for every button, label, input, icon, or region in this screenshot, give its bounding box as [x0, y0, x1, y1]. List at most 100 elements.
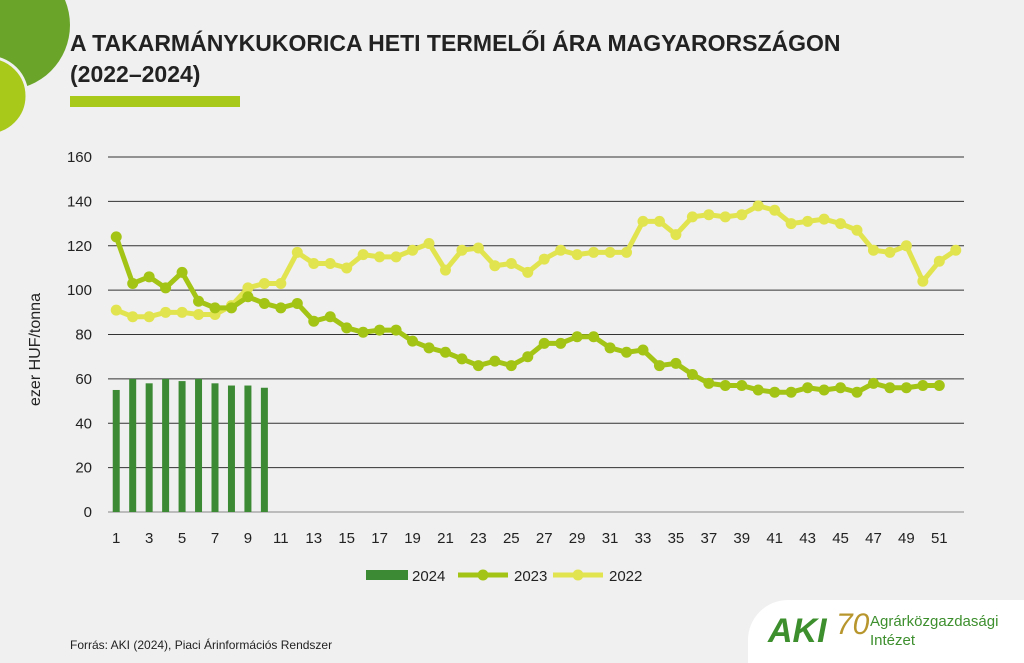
- point-2022: [867, 244, 879, 256]
- point-2023: [357, 326, 369, 338]
- x-tick-label: 1: [112, 530, 120, 547]
- x-tick-label: 33: [635, 530, 652, 547]
- point-2023: [143, 271, 155, 283]
- point-2022: [357, 249, 369, 261]
- point-2022: [637, 215, 649, 227]
- x-tick-label: 17: [371, 530, 388, 547]
- x-tick-label: 45: [832, 530, 849, 547]
- point-2023: [324, 311, 336, 323]
- point-2022: [835, 218, 847, 230]
- x-tick-label: 41: [766, 530, 783, 547]
- point-2023: [193, 295, 205, 307]
- y-tick-label: 40: [75, 415, 92, 432]
- logo-anniversary: 70: [836, 608, 870, 641]
- point-2023: [719, 380, 731, 392]
- legend-label-2022: 2022: [609, 568, 642, 585]
- bar-2024: [145, 383, 153, 512]
- point-2022: [160, 306, 172, 318]
- x-tick-label: 3: [145, 530, 153, 547]
- point-2022: [802, 215, 814, 227]
- logo-name: Agrárközgazdasági Intézet: [870, 612, 998, 650]
- point-2023: [308, 315, 320, 327]
- point-2023: [505, 360, 517, 372]
- x-tick-label: 31: [602, 530, 619, 547]
- point-2022: [472, 242, 484, 254]
- point-2023: [407, 335, 419, 347]
- point-2023: [209, 302, 221, 314]
- point-2022: [423, 238, 435, 250]
- aki-logo: AKI 70 Agrárközgazdasági Intézet: [748, 600, 1024, 663]
- title-underline: [70, 96, 240, 107]
- title-line-1: A TAKARMÁNYKUKORICA HETI TERMELŐI ÁRA MA…: [70, 30, 841, 56]
- point-2023: [423, 342, 435, 354]
- point-2023: [653, 360, 665, 372]
- point-2023: [472, 360, 484, 372]
- point-2022: [900, 240, 912, 252]
- point-2022: [176, 306, 188, 318]
- bar-2024: [260, 387, 268, 512]
- point-2023: [818, 384, 830, 396]
- bar-2024: [129, 378, 137, 512]
- point-2022: [407, 244, 419, 256]
- x-tick-label: 39: [733, 530, 750, 547]
- point-2022: [686, 211, 698, 223]
- bar-2024: [211, 383, 219, 512]
- point-2022: [489, 260, 501, 272]
- point-2022: [571, 249, 583, 261]
- legend-label-2024: 2024: [412, 568, 445, 585]
- point-2023: [884, 382, 896, 394]
- bar-2024: [244, 385, 252, 512]
- point-2023: [752, 384, 764, 396]
- point-2022: [670, 229, 682, 241]
- page-title: A TAKARMÁNYKUKORICA HETI TERMELŐI ÁRA MA…: [70, 28, 970, 90]
- point-2022: [917, 275, 929, 287]
- point-2023: [242, 291, 254, 303]
- x-tick-label: 5: [178, 530, 186, 547]
- x-tick-label: 21: [437, 530, 454, 547]
- point-2023: [341, 322, 353, 334]
- point-2022: [719, 211, 731, 223]
- point-2023: [538, 337, 550, 349]
- legend-marker-2022: [572, 569, 584, 581]
- point-2023: [802, 382, 814, 394]
- point-2022: [242, 282, 254, 294]
- bar-2024: [178, 381, 186, 512]
- title-line-2: (2022–2024): [70, 61, 201, 87]
- y-tick-label: 80: [75, 327, 92, 344]
- bar-2024: [162, 378, 170, 512]
- point-2023: [736, 380, 748, 392]
- bar-2024: [195, 378, 203, 512]
- point-2023: [835, 382, 847, 394]
- x-tick-label: 23: [470, 530, 487, 547]
- point-2022: [110, 304, 122, 316]
- y-tick-label: 140: [67, 193, 92, 210]
- point-2022: [769, 204, 781, 216]
- x-tick-label: 13: [305, 530, 322, 547]
- point-2022: [324, 258, 336, 269]
- point-2022: [308, 258, 320, 269]
- line-2023: [113, 236, 940, 395]
- point-2023: [225, 302, 237, 314]
- point-2023: [637, 344, 649, 356]
- point-2023: [571, 331, 583, 343]
- point-2023: [851, 386, 863, 398]
- x-tick-label: 15: [338, 530, 355, 547]
- decor-circle-dark: [0, 0, 70, 90]
- x-tick-label: 25: [503, 530, 520, 547]
- point-2022: [193, 309, 205, 321]
- bar-2024: [112, 389, 120, 512]
- point-2023: [456, 353, 468, 365]
- point-2022: [390, 251, 402, 263]
- point-2023: [769, 386, 781, 398]
- point-2022: [505, 258, 517, 269]
- point-2023: [604, 342, 616, 354]
- logo-name-line-1: Agrárközgazdasági: [870, 613, 999, 630]
- point-2023: [867, 377, 879, 389]
- y-tick-label: 60: [75, 371, 92, 388]
- point-2023: [176, 266, 188, 278]
- legend-label-2023: 2023: [514, 568, 547, 585]
- bar-2024: [227, 385, 235, 512]
- point-2023: [439, 346, 451, 358]
- point-2023: [933, 380, 945, 392]
